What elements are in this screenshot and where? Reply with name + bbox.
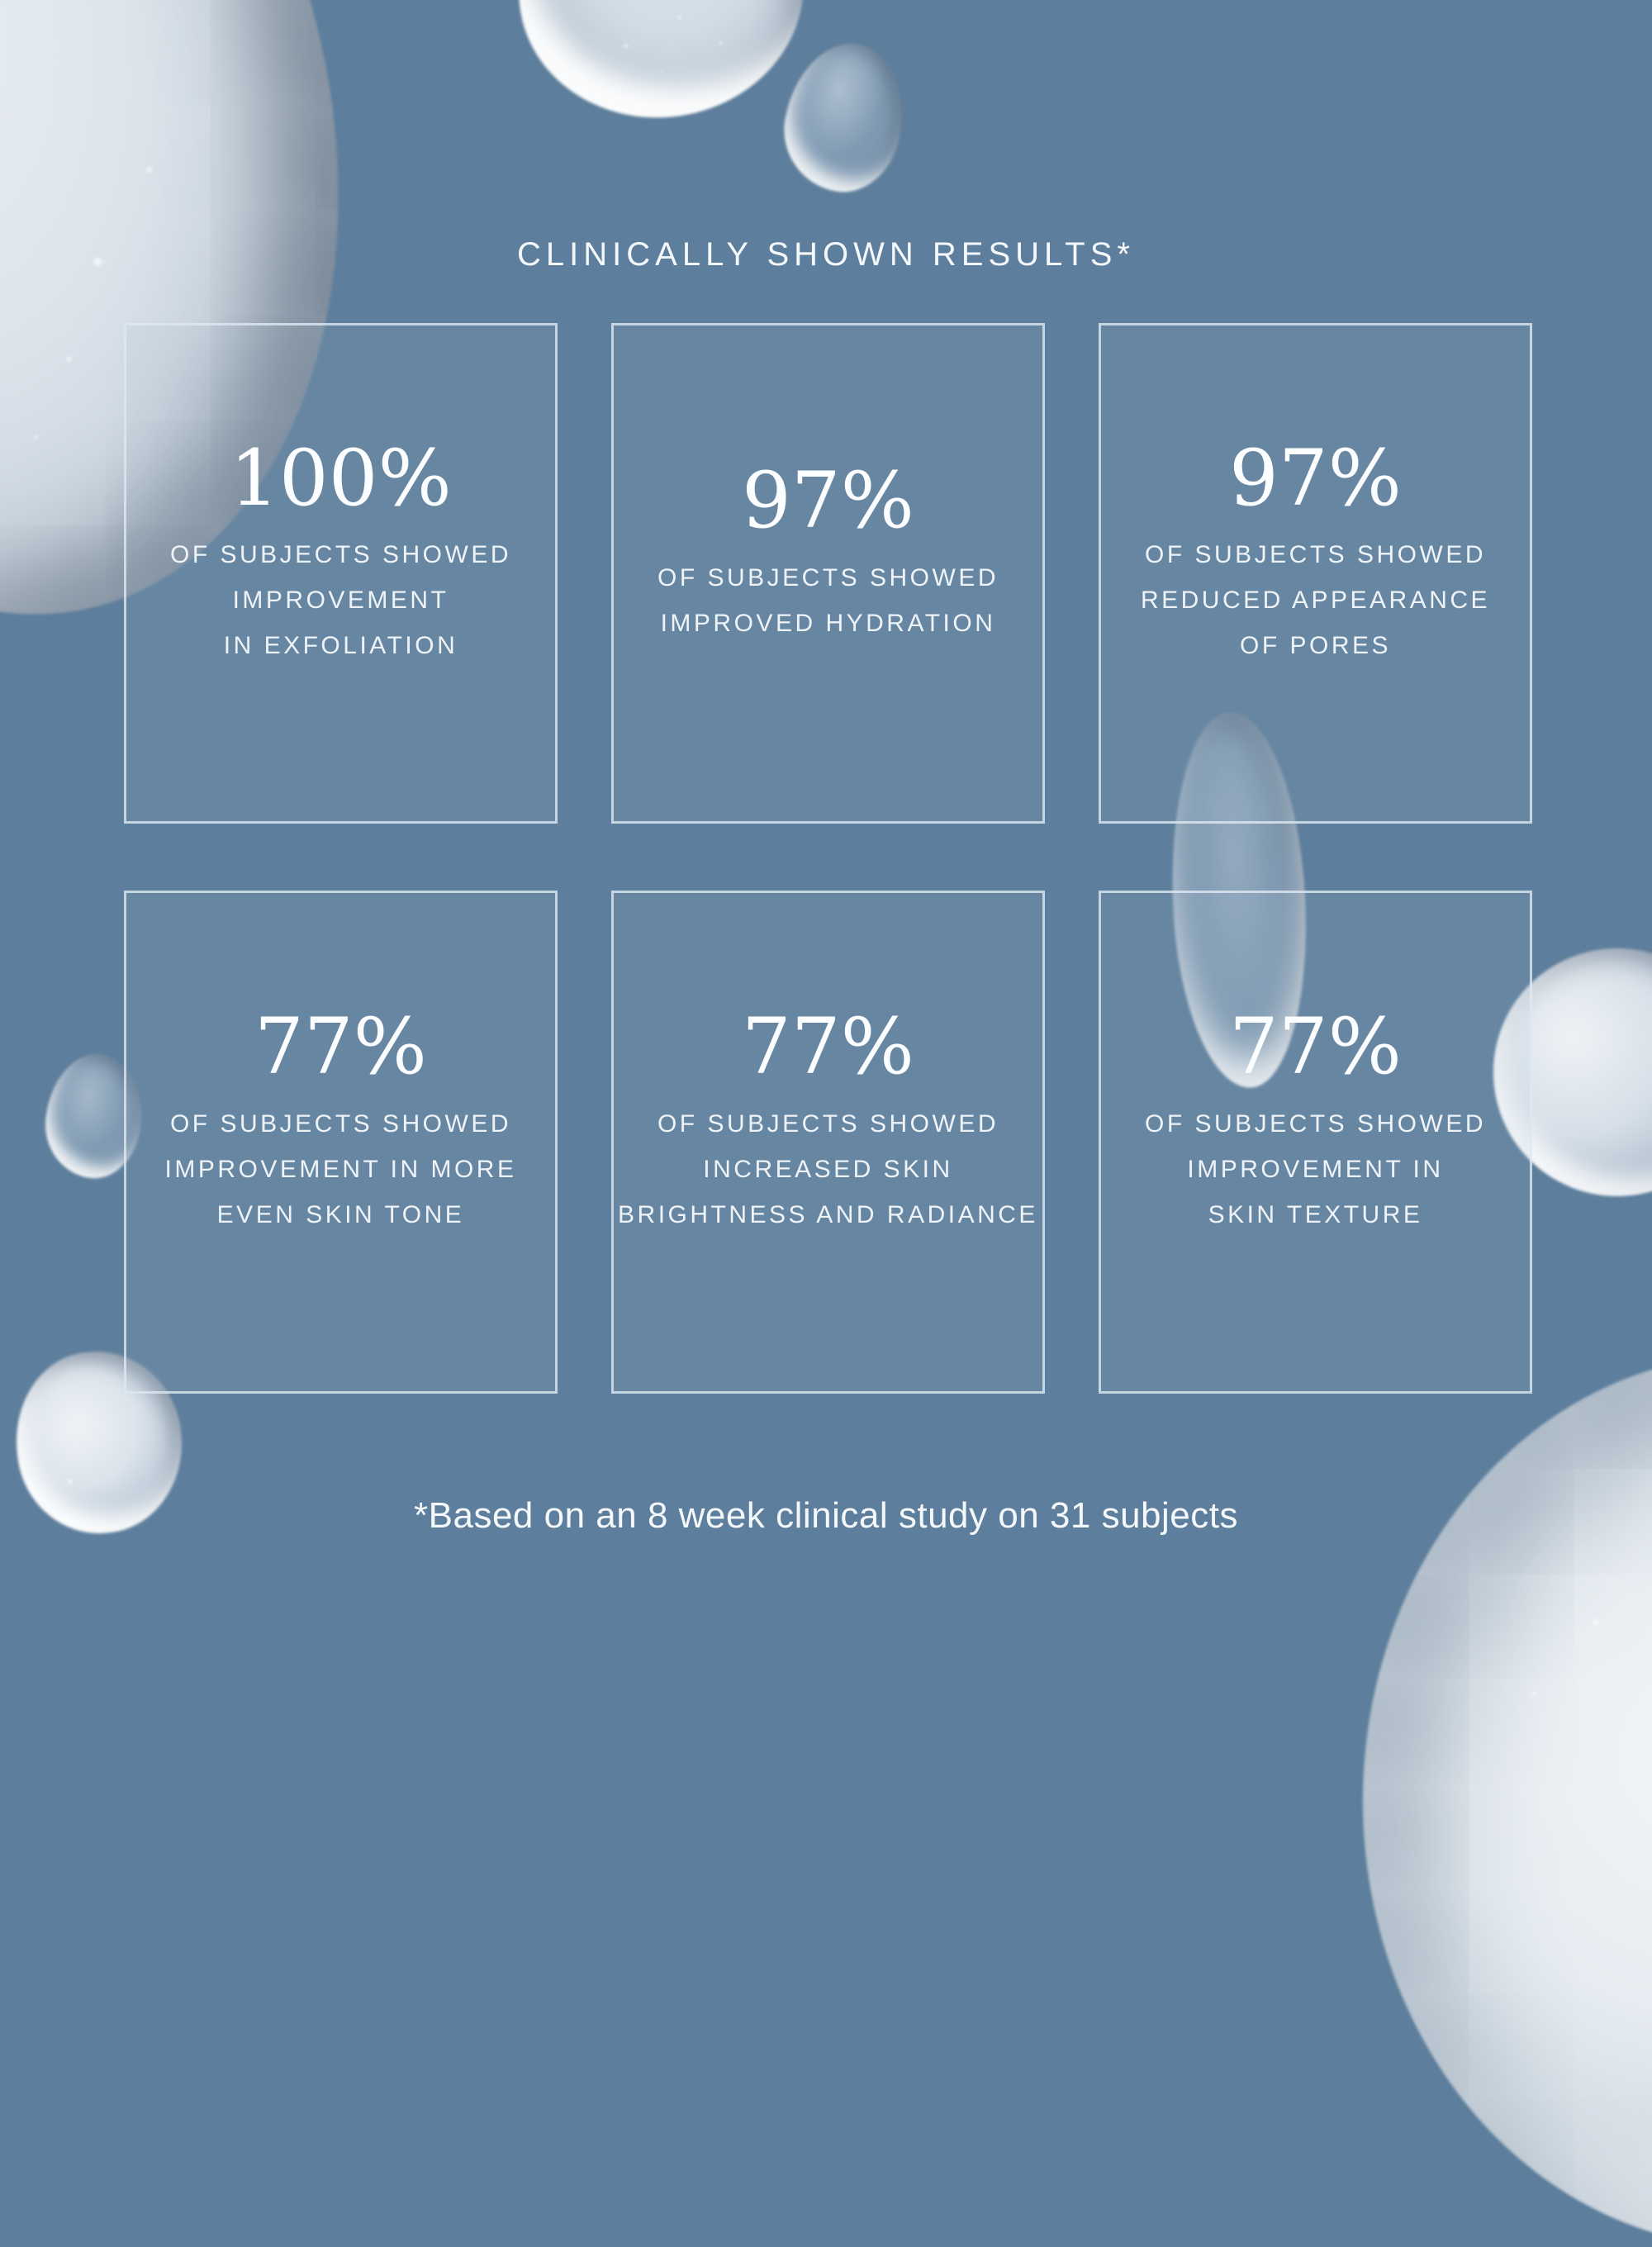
stat-description-line: IN EXFOLIATION (223, 632, 458, 660)
results-grid: 100% OF SUBJECTS SHOWED IMPROVEMENT IN E… (124, 323, 1532, 1394)
stat-description-line: OF SUBJECTS SHOWED (169, 541, 512, 569)
stat-value: 97% (742, 456, 914, 547)
stat-description-line: REDUCED APPEARANCE (1140, 587, 1491, 615)
stat-value: 100% (230, 433, 452, 524)
stat-card-hydration: 97% OF SUBJECTS SHOWED IMPROVED HYDRATIO… (611, 323, 1045, 824)
stat-description-line: SKIN TEXTURE (1208, 1200, 1423, 1228)
stat-description-line: OF SUBJECTS SHOWED (657, 1109, 999, 1138)
stat-description-line: BRIGHTNESS AND RADIANCE (618, 1200, 1038, 1228)
water-droplet-top-right (774, 34, 914, 201)
stat-description-line: INCREASED SKIN (703, 1155, 953, 1183)
stat-description-line: IMPROVEMENT (232, 587, 449, 615)
page-title: CLINICALLY SHOWN RESULTS* (517, 236, 1135, 273)
stat-value: 77% (254, 1002, 427, 1093)
stat-content: 77% OF SUBJECTS SHOWED IMPROVEMENT IN SK… (1145, 1007, 1486, 1238)
study-footnote: *Based on an 8 week clinical study on 31… (414, 1495, 1238, 1536)
stat-card-brightness: 77% OF SUBJECTS SHOWED INCREASED SKIN BR… (611, 891, 1045, 1394)
stat-content: 77% OF SUBJECTS SHOWED IMPROVEMENT IN MO… (165, 1007, 517, 1238)
stat-description-line: OF PORES (1239, 632, 1392, 660)
stat-content: 97% OF SUBJECTS SHOWED IMPROVED HYDRATIO… (657, 461, 999, 646)
stat-card-skin-tone: 77% OF SUBJECTS SHOWED IMPROVEMENT IN MO… (124, 891, 558, 1394)
stat-value: 97% (1229, 433, 1402, 524)
stat-description-line: IMPROVEMENT IN (1187, 1155, 1444, 1183)
stat-value: 77% (1229, 1002, 1402, 1093)
stat-description-line: OF SUBJECTS SHOWED (1144, 541, 1487, 569)
stat-content: 77% OF SUBJECTS SHOWED INCREASED SKIN BR… (618, 1007, 1038, 1238)
stat-description-line: IMPROVEMENT IN MORE (164, 1155, 517, 1183)
stat-card-texture: 77% OF SUBJECTS SHOWED IMPROVEMENT IN SK… (1099, 891, 1532, 1394)
stat-content: 97% OF SUBJECTS SHOWED REDUCED APPEARANC… (1140, 433, 1491, 669)
stat-description-line: OF SUBJECTS SHOWED (1144, 1109, 1487, 1138)
stat-description-line: EVEN SKIN TONE (216, 1200, 465, 1228)
corner-shadow (0, 0, 215, 190)
stat-card-pores: 97% OF SUBJECTS SHOWED REDUCED APPEARANC… (1099, 323, 1532, 824)
stat-description-line: OF SUBJECTS SHOWED (657, 563, 999, 591)
stat-card-exfoliation: 100% OF SUBJECTS SHOWED IMPROVEMENT IN E… (124, 323, 558, 824)
stat-description-line: IMPROVED HYDRATION (660, 609, 996, 637)
stat-description-line: OF SUBJECTS SHOWED (169, 1109, 511, 1138)
stat-value: 77% (742, 1002, 914, 1093)
water-droplet-top-center (502, 0, 820, 136)
stat-content: 100% OF SUBJECTS SHOWED IMPROVEMENT IN E… (169, 433, 512, 669)
